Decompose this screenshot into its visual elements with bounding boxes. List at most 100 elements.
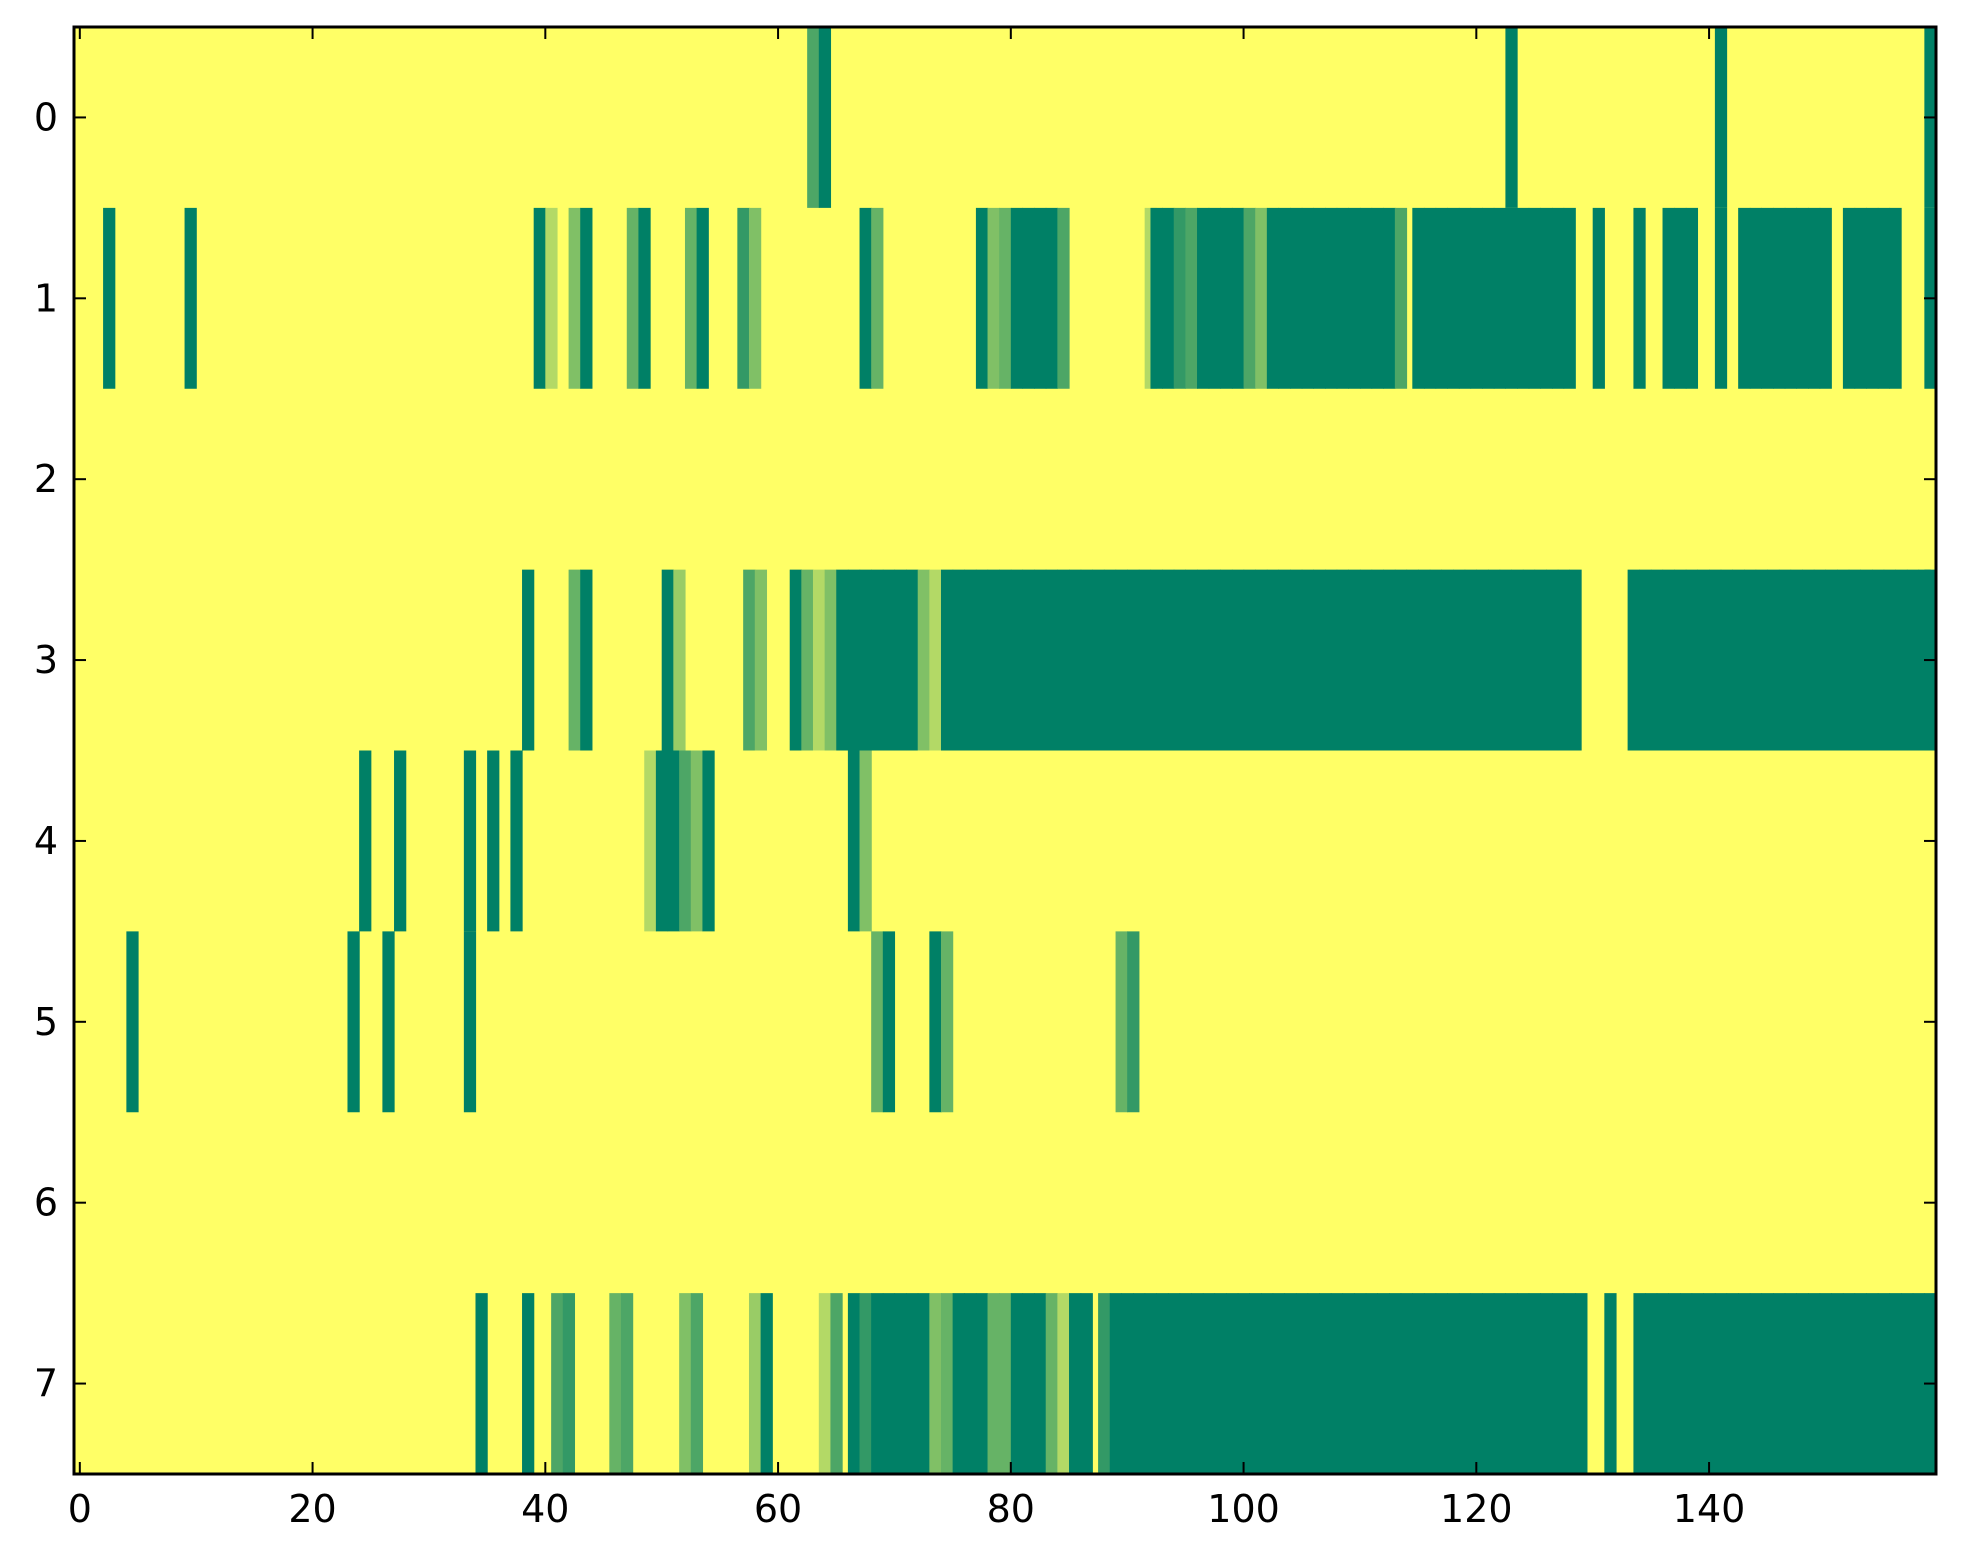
heatmap-cell [1796, 1293, 1809, 1475]
heatmap-cell [1633, 207, 1646, 389]
y-axis: 0 1 2 3 4 5 6 7 [34, 95, 1936, 1406]
heatmap-cell [1470, 207, 1483, 389]
heatmap-cell [1266, 207, 1280, 389]
heatmap-cell [1354, 1293, 1367, 1475]
heatmap-cell [1103, 569, 1117, 751]
heatmap-cell [1482, 207, 1495, 389]
heatmap-cell [1453, 569, 1466, 751]
heatmap-cell [847, 750, 861, 932]
heatmap-cell [1336, 207, 1349, 389]
heatmap-cell [655, 750, 669, 932]
heatmap-cell [929, 569, 942, 751]
heatmap-cell [871, 931, 884, 1113]
heatmap-cell [1668, 1293, 1681, 1475]
heatmap-cell [1656, 1293, 1669, 1475]
heatmap-cell [1738, 207, 1751, 389]
heatmap-cell [1749, 207, 1763, 389]
heatmap-cell [1703, 1293, 1716, 1475]
heatmap-cell [1185, 207, 1198, 389]
heatmap-cell [1819, 1293, 1832, 1475]
heatmap-cell [987, 569, 1000, 751]
heatmap-cell [1546, 569, 1559, 751]
heatmap-cell [1435, 1293, 1448, 1475]
heatmap-cell [1714, 207, 1728, 389]
heatmap-cell [1511, 569, 1524, 751]
heatmap-cell [696, 207, 709, 389]
heatmap-cell [1709, 569, 1722, 751]
heatmap-cell [620, 1293, 634, 1475]
heatmap-cell [1109, 1293, 1122, 1475]
heatmap-cell [1697, 569, 1710, 751]
heatmap-cell [1359, 207, 1373, 389]
heatmap-cell [906, 569, 919, 751]
heatmap-cell [1045, 1293, 1058, 1475]
heatmap-cell [1470, 1293, 1483, 1475]
heatmap-cell [667, 750, 680, 932]
heatmap-cell [1854, 207, 1867, 389]
heatmap-cell [1534, 569, 1547, 751]
heatmap-cell [1773, 207, 1786, 389]
heatmap-cell [1505, 207, 1518, 389]
heatmap-cell [859, 1293, 872, 1475]
heatmap-cell [1493, 207, 1507, 389]
heatmap-cell [545, 207, 558, 389]
x-tick-label: 0 [68, 1487, 92, 1531]
heatmap-cell [987, 207, 1000, 389]
heatmap-cell [126, 931, 139, 1113]
heatmap-cell [1662, 569, 1675, 751]
heatmap-cell [801, 569, 814, 751]
heatmap-cell [1133, 1293, 1146, 1475]
heatmap-cell [964, 1293, 977, 1475]
heatmap-cell [1284, 1293, 1297, 1475]
y-tick-label: 5 [34, 1000, 58, 1044]
heatmap-cell [1319, 1293, 1332, 1475]
heatmap-cell [679, 1293, 692, 1475]
heatmap-cells [74, 27, 1937, 1475]
heatmap-cell [1563, 1293, 1576, 1475]
y-tick-label: 6 [34, 1181, 58, 1225]
heatmap-cell [1883, 569, 1896, 751]
heatmap-cell [1784, 207, 1797, 389]
heatmap-cell [1365, 1293, 1378, 1475]
heatmap-cell [1685, 569, 1699, 751]
heatmap-cell [1807, 207, 1821, 389]
heatmap-cell [737, 207, 750, 389]
heatmap-cell [940, 569, 954, 751]
heatmap-cell [1418, 569, 1431, 751]
heatmap-cell [1557, 569, 1571, 751]
heatmap-cell [551, 1293, 564, 1475]
heatmap-cell [1389, 1293, 1402, 1475]
heatmap-cell [871, 207, 884, 389]
heatmap-cell [1307, 1293, 1320, 1475]
heatmap-cell [1150, 569, 1163, 751]
heatmap-cell [1394, 569, 1408, 751]
heatmap-cell [818, 27, 832, 208]
heatmap-cell [1045, 569, 1058, 751]
heatmap-cell [1645, 1293, 1658, 1475]
heatmap-cell [1412, 1293, 1425, 1475]
heatmap-cell [1679, 1293, 1693, 1475]
heatmap-cell [1505, 27, 1518, 208]
heatmap-cell [952, 1293, 965, 1475]
heatmap-cell [847, 569, 861, 751]
y-tick-label: 0 [34, 95, 58, 139]
heatmap-cell [940, 1293, 954, 1475]
heatmap-cell [1325, 569, 1338, 751]
x-tick-label: 20 [288, 1487, 336, 1531]
heatmap-cell [1336, 569, 1349, 751]
heatmap-cell [789, 569, 802, 751]
heatmap-cell [1022, 207, 1035, 389]
heatmap-cell [562, 1293, 576, 1475]
heatmap-cell [1540, 1293, 1553, 1475]
heatmap-cell [975, 1293, 989, 1475]
heatmap-cell [1487, 569, 1501, 751]
heatmap-cell [1517, 1293, 1530, 1475]
heatmap-cell [859, 750, 872, 932]
heatmap-cell [929, 1293, 942, 1475]
heatmap-cell [580, 569, 593, 751]
heatmap-cell [1278, 569, 1291, 751]
y-tick-label: 7 [34, 1362, 58, 1406]
heatmap-cell [347, 931, 360, 1113]
heatmap-cell [1563, 207, 1576, 389]
heatmap-cell [1790, 569, 1803, 751]
